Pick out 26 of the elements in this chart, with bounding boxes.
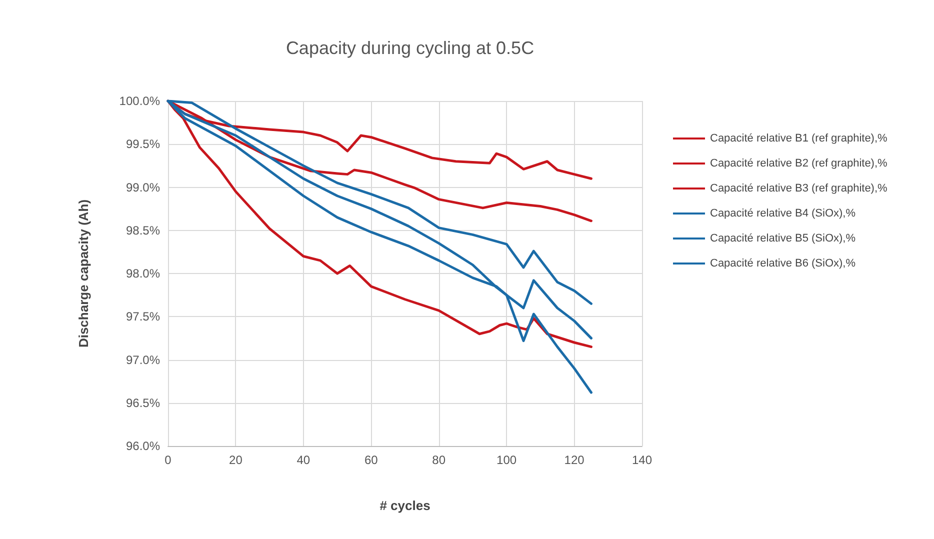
y-tick-label: 98.5%: [126, 223, 160, 238]
x-tick-label: 40: [296, 453, 310, 467]
legend-label: Capacité relative B6 (SiOx),%: [710, 258, 856, 270]
legend-label: Capacité relative B2 (ref graphite),%: [710, 158, 888, 170]
legend-label: Capacité relative B4 (SiOx),%: [710, 208, 856, 220]
y-axis-title: Discharge capacity (Ah): [76, 199, 91, 348]
y-tick-label: 97.5%: [126, 310, 160, 324]
x-tick-label: 80: [432, 453, 446, 467]
y-tick-label: 98.0%: [126, 266, 160, 280]
y-tick-label: 96.5%: [126, 396, 160, 410]
x-axis-title: # cycles: [380, 498, 430, 513]
x-tick-label: 0: [164, 453, 172, 467]
x-tick-label: 100: [496, 453, 517, 467]
y-tick-label: 99.0%: [126, 180, 160, 194]
x-tick-label: 140: [632, 453, 652, 467]
x-tick-label: 60: [364, 453, 378, 467]
y-tick-label: 100.0%: [119, 94, 160, 108]
y-tick-label: 99.5%: [126, 137, 160, 152]
chart-title: Capacity during cycling at 0.5C: [286, 38, 534, 58]
x-tick-label: 20: [229, 453, 243, 467]
legend-label: Capacité relative B3 (ref graphite),%: [710, 182, 888, 194]
y-tick-label: 97.0%: [126, 352, 160, 367]
x-tick-label: 120: [564, 453, 585, 467]
legend-label: Capacité relative B5 (SiOx),%: [710, 232, 856, 244]
legend-label: Capacité relative B1 (ref graphite),%: [710, 132, 888, 144]
y-tick-label: 96.0%: [126, 439, 160, 453]
